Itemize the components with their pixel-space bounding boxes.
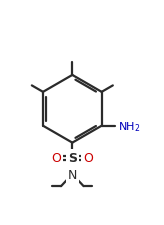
Text: S: S [68, 152, 77, 165]
Text: NH$_2$: NH$_2$ [118, 119, 140, 133]
Text: O: O [83, 152, 93, 165]
Text: N: N [68, 168, 77, 181]
Text: O: O [51, 152, 61, 165]
